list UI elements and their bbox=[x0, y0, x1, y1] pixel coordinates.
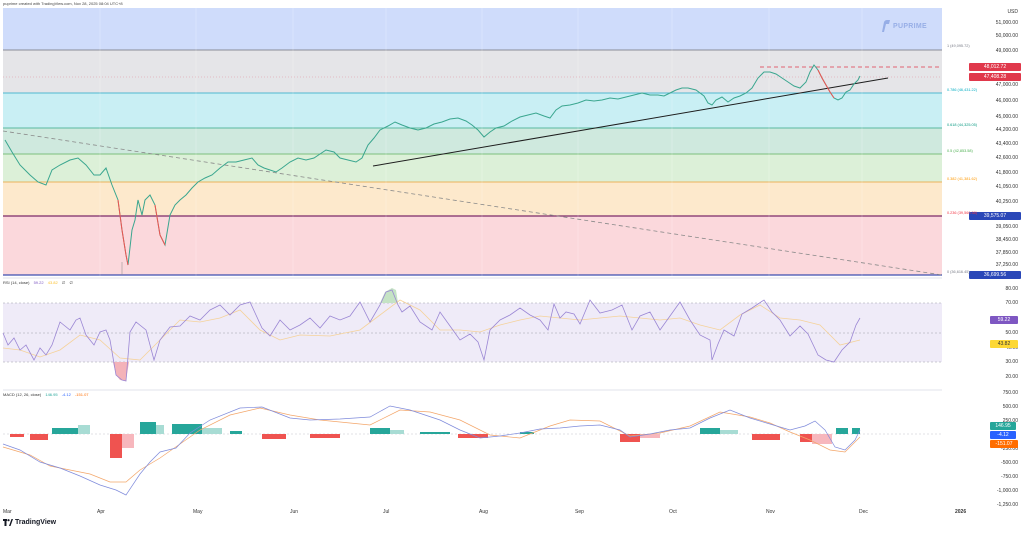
macd-tick: -500.00 bbox=[1001, 460, 1018, 466]
macd-legend-name: MACD (12, 26, close) bbox=[3, 392, 42, 397]
macd-hist-tag: 146.95 bbox=[990, 422, 1016, 430]
fib-band-1-0786 bbox=[3, 50, 942, 93]
rsi-value-tag: 59.22 bbox=[990, 316, 1018, 324]
price-tick: 51,000.00 bbox=[995, 20, 1018, 26]
fib-label-0618: 0.618 (44,325.05) bbox=[947, 123, 977, 127]
rsi-legend-name: RSI (14, close) bbox=[3, 280, 30, 285]
price-tick: 37,850.00 bbox=[995, 250, 1018, 256]
rsi-tick: 50.00 bbox=[1005, 330, 1018, 336]
price-tag-last: 47,408.28 bbox=[969, 73, 1021, 81]
price-tick: 40,250.00 bbox=[995, 199, 1018, 205]
rsi-tick: 40.00 bbox=[1005, 345, 1018, 351]
price-tick: 45,000.00 bbox=[995, 114, 1018, 120]
time-tick: Sep bbox=[575, 509, 584, 515]
fib-band-0382-0236 bbox=[3, 182, 942, 216]
axis-currency: USD bbox=[1007, 9, 1018, 15]
rsi-legend-extra: ∅ bbox=[69, 280, 73, 285]
puprime-logo-icon bbox=[882, 20, 890, 32]
fib-label-0786: 0.786 (46,431.22) bbox=[947, 88, 977, 92]
price-tag-fib-0236: 39,575.07 bbox=[969, 212, 1021, 220]
time-tick: May bbox=[193, 509, 203, 515]
time-tick: Aug bbox=[479, 509, 488, 515]
time-tick: Jun bbox=[290, 509, 299, 515]
rsi-legend-extra: ∅ bbox=[61, 280, 66, 285]
time-tick: Mar bbox=[3, 509, 12, 515]
macd-tick: 500.00 bbox=[1002, 404, 1018, 410]
rsi-legend[interactable]: RSI (14, close) 59.22 43.82 ∅ ∅ bbox=[3, 280, 76, 285]
fib-label-1: 1 (49,095.72) bbox=[947, 44, 970, 48]
chart-caption: puprime created with TradingView.com, No… bbox=[3, 1, 123, 6]
fib-band-0786-0618 bbox=[3, 93, 942, 128]
price-tick: 38,450.00 bbox=[995, 237, 1018, 243]
macd-legend[interactable]: MACD (12, 26, close) 146.95 -4.12 -151.0… bbox=[3, 392, 92, 397]
price-tick: 42,600.00 bbox=[995, 155, 1018, 161]
time-tick: Nov bbox=[766, 509, 775, 515]
macd-tick: 750.00 bbox=[1002, 390, 1018, 396]
tradingview-brand[interactable]: TradingView bbox=[3, 519, 56, 526]
macd-histogram bbox=[10, 422, 860, 458]
tradingview-logo-icon bbox=[3, 519, 13, 526]
macd-legend-hist: 146.95 bbox=[45, 392, 58, 397]
price-tick: 46,000.00 bbox=[995, 98, 1018, 104]
price-tick: 41,050.00 bbox=[995, 184, 1018, 190]
fib-band-0236-0 bbox=[3, 216, 942, 275]
tradingview-text: TradingView bbox=[15, 519, 57, 526]
rsi-tick: 80.00 bbox=[1005, 286, 1018, 292]
time-tick-year: 2026 bbox=[955, 509, 967, 515]
fib-label-05: 0.5 (42,853.58) bbox=[947, 149, 973, 153]
fib-label-0382: 0.382 (41,381.62) bbox=[947, 177, 977, 181]
price-tick: 41,800.00 bbox=[995, 170, 1018, 176]
fib-band-05-0382 bbox=[3, 154, 942, 182]
price-tick: 43,400.00 bbox=[995, 141, 1018, 147]
rsi-legend-ma: 43.82 bbox=[47, 280, 58, 285]
rsi-tick: 70.00 bbox=[1005, 300, 1018, 306]
macd-line-tag: -4.12 bbox=[990, 431, 1016, 439]
price-tick: 44,200.00 bbox=[995, 127, 1018, 133]
price-tick: 49,000.00 bbox=[995, 48, 1018, 54]
rsi-legend-value: 59.22 bbox=[33, 280, 44, 285]
macd-signal-tag: -151.07 bbox=[990, 440, 1018, 448]
macd-tick: 250.00 bbox=[1002, 418, 1018, 424]
macd-tick: -750.00 bbox=[1001, 474, 1018, 480]
macd-tick: -1,250.00 bbox=[996, 502, 1018, 508]
price-tag-high: 48,012.72 bbox=[969, 63, 1021, 71]
time-tick: Jul bbox=[383, 509, 390, 515]
macd-tick: -1,000.00 bbox=[996, 488, 1018, 494]
watermark-text: PUPRIME bbox=[893, 22, 927, 30]
rsi-tick: 20.00 bbox=[1005, 374, 1018, 380]
fib-label-0236: 0.236 (39,560.38) bbox=[947, 211, 977, 215]
rsi-ma-tag: 43.82 bbox=[990, 340, 1018, 348]
macd-tick: -250.00 bbox=[1001, 446, 1018, 452]
fib-band-0618-05 bbox=[3, 128, 942, 154]
puprime-watermark: PUPRIME bbox=[880, 20, 927, 32]
macd-legend-signal: -151.07 bbox=[74, 392, 89, 397]
time-tick: Dec bbox=[859, 509, 868, 515]
fib-label-0: 0 (36,616.45) bbox=[947, 270, 970, 274]
macd-legend-macd: -4.12 bbox=[61, 392, 71, 397]
fib-band-above-1 bbox=[3, 8, 942, 50]
rsi-overbought-fill bbox=[380, 288, 398, 303]
price-tick: 39,050.00 bbox=[995, 224, 1018, 230]
price-tick: 37,250.00 bbox=[995, 262, 1018, 268]
time-tick: Apr bbox=[97, 509, 105, 515]
price-tick: 47,000.00 bbox=[995, 82, 1018, 88]
rsi-tick: 30.00 bbox=[1005, 359, 1018, 365]
price-tick: 50,000.00 bbox=[995, 33, 1018, 39]
time-tick: Oct bbox=[669, 509, 677, 515]
price-tag-fib-0: 36,699.56 bbox=[969, 271, 1021, 279]
